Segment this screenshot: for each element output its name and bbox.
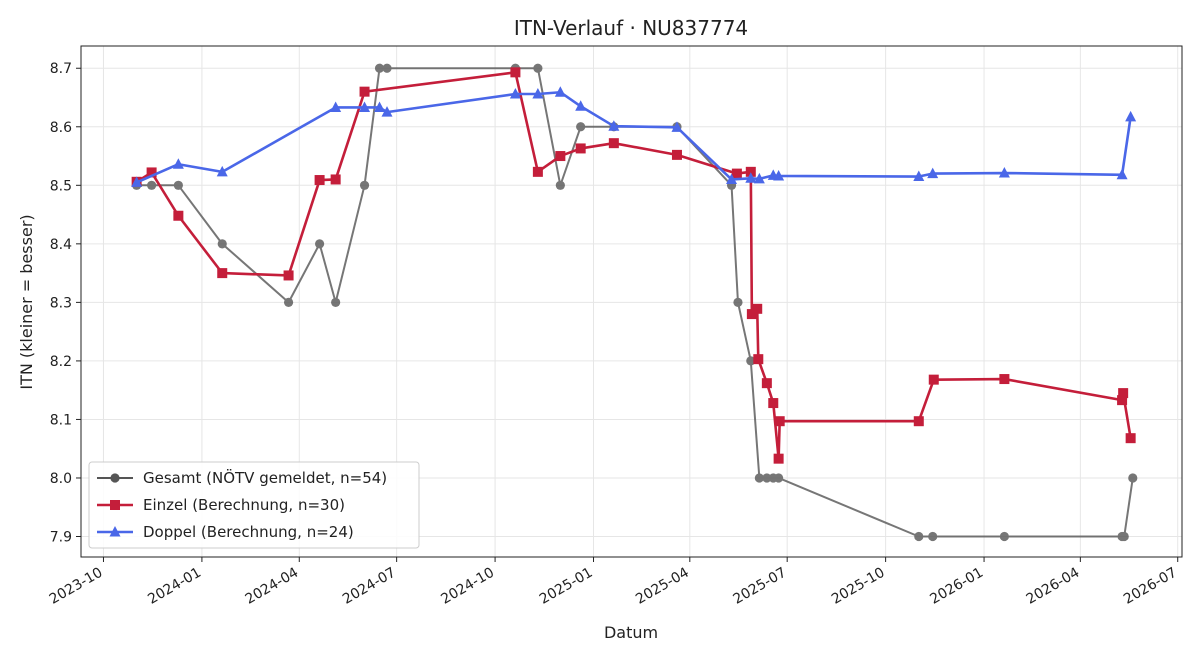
- doppel-point: [359, 101, 371, 112]
- legend-marker-doppel: [109, 526, 121, 537]
- doppel-point: [532, 87, 544, 99]
- y-tick-label: 8.4: [50, 237, 72, 253]
- einzel-point: [510, 67, 521, 78]
- series-layer: [131, 63, 1138, 542]
- einzel-point: [913, 416, 924, 427]
- einzel-point: [314, 175, 325, 186]
- doppel-point: [575, 100, 587, 111]
- doppel-point: [753, 172, 765, 184]
- doppel-point: [998, 167, 1010, 178]
- einzel-point: [173, 210, 184, 221]
- gesamt-point: [315, 239, 325, 249]
- gesamt-point: [576, 122, 586, 132]
- gesamt-point: [733, 297, 743, 307]
- legend: Gesamt (NÖTV gemeldet, n=54) Einzel (Bere…: [88, 461, 420, 549]
- legend-box: [88, 461, 420, 549]
- y-tick-label: 8.5: [50, 178, 72, 194]
- y-axis: 7.9 8.0 8.1 8.2 8.3 8.4 8.5 8.6 8.7: [50, 61, 81, 546]
- einzel-point: [608, 138, 619, 149]
- doppel-point: [608, 120, 620, 131]
- einzel-point: [768, 398, 779, 409]
- series-einzel: [131, 67, 1136, 464]
- y-tick-label: 8.3: [50, 295, 72, 311]
- legend-marker-einzel: [110, 500, 120, 510]
- gesamt-point: [762, 473, 772, 483]
- legend-marker-gesamt: [110, 473, 120, 483]
- einzel-point: [283, 270, 294, 281]
- gesamt-point: [914, 531, 924, 542]
- doppel-point: [671, 121, 683, 132]
- doppel-point: [773, 169, 785, 181]
- gesamt-point: [374, 63, 385, 73]
- doppel-point: [509, 87, 521, 99]
- doppel-point: [131, 176, 143, 187]
- gesamt-point: [555, 180, 565, 190]
- y-axis-label: ITN (kleiner = besser): [17, 214, 36, 389]
- legend-label-doppel: Doppel (Berechnung, n=24): [143, 523, 354, 541]
- y-tick-label: 8.1: [50, 412, 72, 428]
- series-doppel: [131, 86, 1137, 187]
- einzel-point: [1118, 388, 1129, 399]
- legend-label-einzel: Einzel (Berechnung, n=30): [143, 496, 345, 514]
- gesamt-point: [173, 180, 183, 190]
- gesamt-point: [283, 297, 294, 307]
- einzel-point: [745, 166, 756, 177]
- gesamt-point: [928, 531, 938, 542]
- doppel-point: [1116, 168, 1128, 180]
- gesamt-point: [999, 531, 1009, 542]
- einzel-point: [555, 151, 566, 162]
- einzel-point: [752, 303, 763, 314]
- einzel-point: [928, 374, 939, 385]
- gesamt-point: [746, 356, 756, 366]
- doppel-point: [374, 101, 386, 112]
- gesamt-point: [359, 180, 370, 190]
- einzel-point: [146, 167, 157, 178]
- gesamt-point: [217, 239, 227, 249]
- einzel-point: [330, 174, 341, 185]
- gesamt-point: [754, 473, 764, 483]
- einzel-point: [731, 168, 742, 179]
- einzel-point: [575, 143, 586, 154]
- einzel-point: [773, 453, 784, 464]
- gesamt-point: [1128, 473, 1138, 483]
- gesamt-point: [533, 63, 543, 73]
- einzel-point: [1117, 395, 1128, 406]
- y-tick-label: 8.6: [50, 120, 72, 136]
- einzel-point: [532, 166, 543, 177]
- doppel-point: [554, 86, 566, 97]
- x-axis-label: Datum: [604, 623, 658, 642]
- einzel-point: [999, 374, 1010, 385]
- einzel-point: [359, 86, 370, 97]
- doppel-point: [927, 167, 939, 179]
- doppel-point: [913, 170, 925, 182]
- plot-frame: [80, 45, 1183, 558]
- einzel-point: [774, 416, 785, 427]
- einzel-point: [753, 354, 764, 365]
- y-tick-label: 7.9: [50, 530, 72, 546]
- gesamt-point: [774, 473, 784, 483]
- gesamt-point: [147, 180, 157, 190]
- gesamt-point: [331, 297, 341, 307]
- chart-title: ITN-Verlauf · NU837774: [514, 16, 748, 40]
- doppel-point: [1125, 110, 1137, 122]
- doppel-point: [330, 101, 342, 112]
- y-tick-label: 8.2: [50, 354, 72, 370]
- einzel-point: [217, 268, 228, 279]
- gesamt-point: [382, 63, 392, 73]
- einzel-point: [1125, 433, 1136, 444]
- doppel-point: [172, 158, 184, 169]
- y-tick-label: 8.0: [50, 471, 72, 487]
- doppel-point: [745, 172, 757, 183]
- y-tick-label: 8.7: [50, 61, 72, 77]
- doppel-point: [726, 173, 738, 184]
- einzel-point: [746, 309, 757, 320]
- doppel-point: [216, 165, 228, 177]
- legend-label-gesamt: Gesamt (NÖTV gemeldet, n=54): [143, 468, 387, 487]
- einzel-point: [671, 149, 682, 160]
- einzel-point: [761, 378, 772, 389]
- gesamt-point: [1119, 531, 1129, 542]
- doppel-point: [381, 106, 393, 117]
